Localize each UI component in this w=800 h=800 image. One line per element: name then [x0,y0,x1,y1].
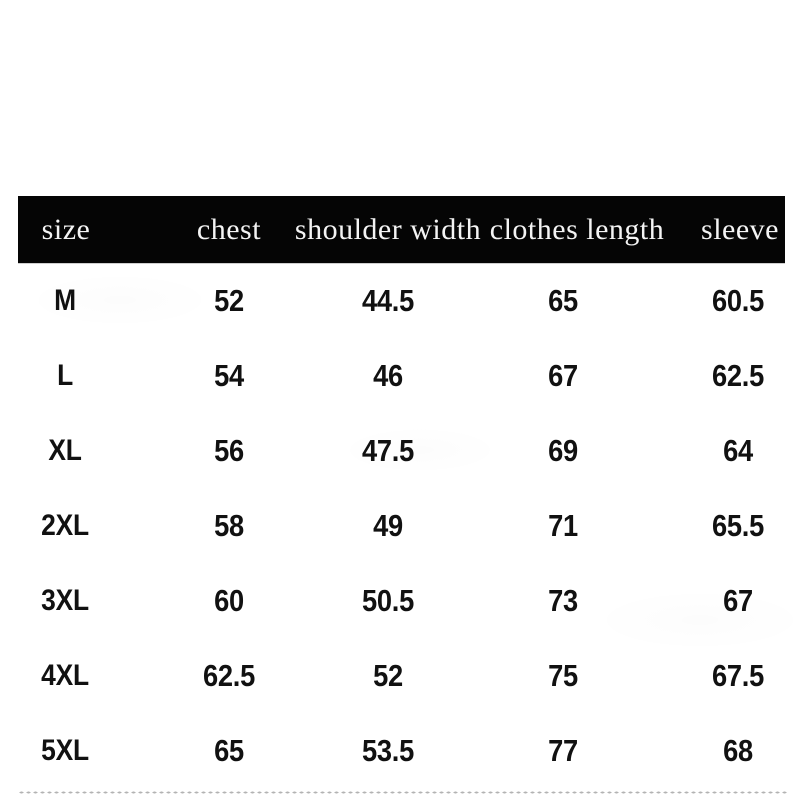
cell-chest: 62.5 [202,658,256,693]
table-row: XL 56 47.5 69 64 [0,413,800,488]
table-row: M 52 44.5 65 60.5 [0,263,800,338]
cell-shoulder-width: 50.5 [361,583,415,618]
cell-clothes-length: 77 [548,733,578,768]
cell-chest: 54 [214,358,244,393]
cell-shoulder-width: 47.5 [361,433,415,468]
cell-size: 2XL [41,509,89,542]
cell-chest: 58 [214,508,244,543]
cell-clothes-length: 67 [548,358,578,393]
cell-clothes-length: 71 [548,508,578,543]
cell-shoulder-width: 44.5 [361,283,415,318]
cell-size: 3XL [41,584,89,617]
cell-sleeve: 60.5 [711,283,765,318]
cell-chest: 60 [214,583,244,618]
cell-chest: 65 [214,733,244,768]
column-header-clothes-length: clothes length [489,213,665,246]
cell-sleeve: 67.5 [711,658,765,693]
cell-shoulder-width: 46 [373,358,403,393]
bottom-dotted-rule [18,791,788,794]
cell-sleeve: 67 [723,583,753,618]
cell-sleeve: 64 [723,433,753,468]
table-row: 3XL 60 50.5 73 67 [0,563,800,638]
cell-sleeve: 62.5 [711,358,765,393]
cell-size: XL [48,434,82,467]
cell-clothes-length: 69 [548,433,578,468]
cell-clothes-length: 65 [548,283,578,318]
cell-size: M [54,284,76,317]
cell-shoulder-width: 49 [373,508,403,543]
table-row: 4XL 62.5 52 75 67.5 [0,638,800,713]
cell-sleeve: 65.5 [711,508,765,543]
cell-size: 5XL [41,734,89,767]
column-header-sleeve: sleeve [701,213,779,246]
cell-size: 4XL [41,659,89,692]
cell-shoulder-width: 52 [373,658,403,693]
table-row: 2XL 58 49 71 65.5 [0,488,800,563]
cell-chest: 56 [214,433,244,468]
cell-size: L [57,359,73,392]
table-row: 5XL 65 53.5 77 68 [0,713,800,788]
column-header-shoulder-width: shoulder width [294,213,482,246]
cell-clothes-length: 75 [548,658,578,693]
cell-shoulder-width: 53.5 [361,733,415,768]
cell-clothes-length: 73 [548,583,578,618]
table-header-row: size chest shoulder width clothes length sle… [18,196,785,263]
table-row: L 54 46 67 62.5 [0,338,800,413]
column-header-size: size [41,213,91,246]
column-header-chest: chest [196,213,262,246]
cell-sleeve: 68 [723,733,753,768]
cell-chest: 52 [214,283,244,318]
